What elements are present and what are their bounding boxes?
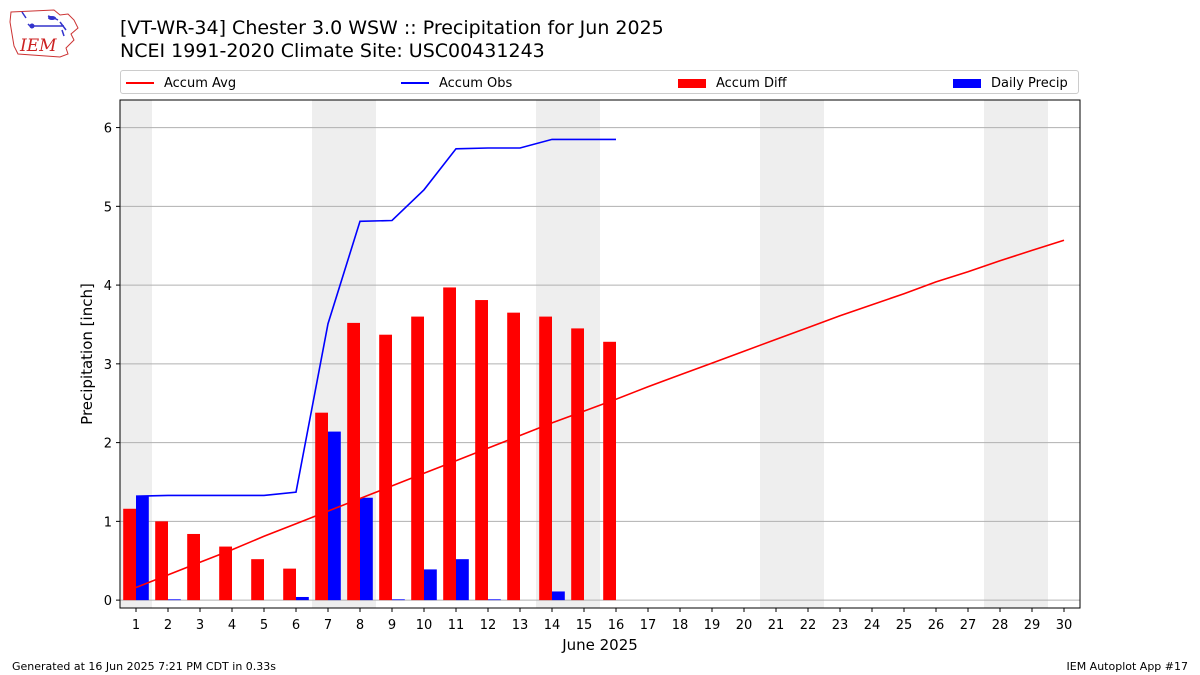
x-tick-label: 4 xyxy=(228,618,236,633)
y-tick-label: 2 xyxy=(104,437,112,452)
accum-diff-bar xyxy=(443,287,456,601)
x-tick-label: 5 xyxy=(260,618,268,633)
x-tick-label: 11 xyxy=(448,618,465,633)
x-tick-label: 29 xyxy=(1024,618,1041,633)
daily-precip-bar xyxy=(488,599,501,601)
weekend-shade xyxy=(984,100,1048,608)
x-tick-label: 14 xyxy=(544,618,561,633)
weekend-shade xyxy=(760,100,824,608)
chart-subtitle: NCEI 1991-2020 Climate Site: USC00431243 xyxy=(120,40,545,62)
x-tick-label: 6 xyxy=(292,618,300,633)
accum-diff-bar xyxy=(251,559,264,601)
x-tick-label: 16 xyxy=(608,618,625,633)
daily-precip-bar xyxy=(360,497,373,601)
legend-swatch-accum-avg xyxy=(126,82,154,84)
accum-diff-bar xyxy=(539,316,552,601)
y-tick-label: 6 xyxy=(104,122,112,137)
footer-app: IEM Autoplot App #17 xyxy=(1066,660,1189,673)
footer-generated: Generated at 16 Jun 2025 7:21 PM CDT in … xyxy=(12,660,277,673)
x-tick-label: 10 xyxy=(416,618,433,633)
daily-precip-bar xyxy=(456,559,469,601)
accum-diff-bar xyxy=(155,521,168,601)
accum-diff-bar xyxy=(347,322,360,601)
y-tick-label: 4 xyxy=(104,279,112,294)
x-tick-label: 20 xyxy=(736,618,753,633)
legend-label-daily-precip: Daily Precip xyxy=(991,75,1068,91)
legend-item-daily-precip: Daily Precip xyxy=(953,74,1068,92)
legend-swatch-accum-diff xyxy=(678,78,706,88)
x-tick-label: 26 xyxy=(928,618,945,633)
x-tick-label: 17 xyxy=(640,618,657,633)
y-tick-label: 1 xyxy=(104,515,112,530)
daily-precip-bar xyxy=(328,431,341,601)
y-tick-label: 5 xyxy=(104,200,112,215)
x-tick-label: 12 xyxy=(480,618,497,633)
legend-item-accum-avg: Accum Avg xyxy=(126,74,236,92)
legend-label-accum-avg: Accum Avg xyxy=(164,75,237,91)
x-tick-label: 2 xyxy=(164,618,172,633)
daily-precip-bar xyxy=(552,591,565,601)
x-tick-label: 15 xyxy=(576,618,593,633)
daily-precip-bar xyxy=(136,496,149,601)
accum-obs-line xyxy=(135,138,616,497)
accum-diff-bar xyxy=(507,312,520,601)
daily-precip-bar xyxy=(296,596,309,601)
accum-diff-bar xyxy=(411,316,424,601)
legend-swatch-accum-obs xyxy=(401,82,429,84)
x-tick-label: 13 xyxy=(512,618,529,633)
accum-diff-bar xyxy=(219,546,232,601)
x-tick-label: 21 xyxy=(768,618,785,633)
x-tick-label: 7 xyxy=(324,618,332,633)
x-tick-label: 18 xyxy=(672,618,689,633)
y-axis-label: Precipitation [inch] xyxy=(78,283,96,425)
accum-diff-bar xyxy=(187,533,200,601)
x-tick-label: 22 xyxy=(800,618,817,633)
daily-precip-bar xyxy=(392,599,405,601)
x-tick-label: 9 xyxy=(388,618,396,633)
y-tick-label: 3 xyxy=(104,358,112,373)
legend-item-accum-diff: Accum Diff xyxy=(678,74,787,92)
x-tick-label: 23 xyxy=(832,618,849,633)
accum-diff-bar xyxy=(571,328,584,601)
legend-item-accum-obs: Accum Obs xyxy=(401,74,512,92)
legend-label-accum-obs: Accum Obs xyxy=(439,75,513,91)
accum-diff-bar xyxy=(123,508,136,601)
x-tick-label: 30 xyxy=(1056,618,1073,633)
x-tick-label: 27 xyxy=(960,618,977,633)
x-tick-label: 24 xyxy=(864,618,881,633)
y-tick-label: 0 xyxy=(104,594,112,609)
accum-diff-bar xyxy=(379,334,392,601)
x-axis-label: June 2025 xyxy=(561,636,638,654)
x-tick-label: 19 xyxy=(704,618,721,633)
accum-diff-bar xyxy=(315,412,328,601)
accum-diff-bar xyxy=(283,568,296,601)
x-tick-label: 1 xyxy=(132,618,140,633)
iem-logo: IEM xyxy=(9,9,79,58)
legend-label-accum-diff: Accum Diff xyxy=(716,75,787,91)
chart-title: [VT-WR-34] Chester 3.0 WSW :: Precipitat… xyxy=(120,17,664,39)
x-tick-label: 25 xyxy=(896,618,913,633)
chart-legend: Accum Avg Accum Obs Accum Diff Daily Pre… xyxy=(120,70,1079,94)
accum-diff-bar xyxy=(603,341,616,601)
logo-text: IEM xyxy=(19,36,57,56)
daily-precip-bar xyxy=(424,569,437,601)
x-tick-label: 8 xyxy=(356,618,364,633)
daily-precip-bar xyxy=(168,599,181,601)
x-tick-label: 3 xyxy=(196,618,204,633)
x-tick-label: 28 xyxy=(992,618,1009,633)
legend-swatch-daily-precip xyxy=(953,78,981,88)
accum-avg-line xyxy=(135,239,1065,589)
plot-frame xyxy=(119,99,1081,609)
